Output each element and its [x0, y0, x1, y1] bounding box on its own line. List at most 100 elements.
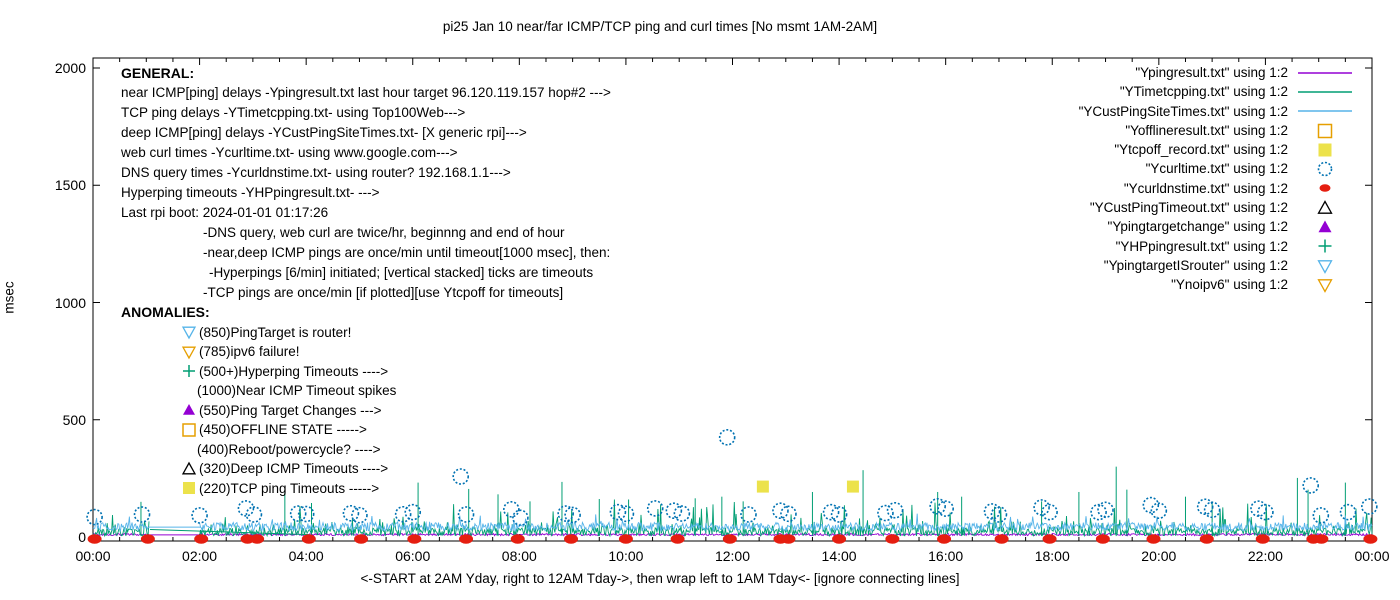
marker-open-circle: [1339, 503, 1357, 521]
anomaly-text: (450)OFFLINE STATE ----->: [199, 422, 367, 437]
marker-filled-circle: [194, 534, 209, 544]
legend-label: "YHPpingresult.txt" using 1:2: [1115, 238, 1288, 254]
open-circle-icon: [1317, 161, 1333, 177]
x-tick-label: 16:00: [928, 548, 964, 564]
legend-item: "YHPpingresult.txt" using 1:2: [1079, 237, 1354, 256]
general-line: TCP ping delays -YTimetcpping.txt- using…: [121, 105, 466, 120]
general-line: -DNS query, web curl are twice/hr, begin…: [203, 225, 565, 240]
filled-square-icon: [183, 482, 195, 495]
marker-open-circle: [877, 504, 894, 522]
legend-label: "Ypingtargetchange" using 1:2: [1107, 219, 1288, 235]
legend-item: "YTimetcpping.txt" using 1:2: [1079, 82, 1354, 101]
marker-open-circle: [1312, 507, 1330, 524]
anomaly-text: (220)TCP ping Timeouts ----->: [199, 480, 380, 496]
marker-filled-circle: [1314, 534, 1329, 544]
open-triangle-down-icon: [1317, 279, 1333, 293]
marker-open-circle: [1203, 501, 1221, 519]
marker-open-triangle-down: [181, 326, 197, 340]
gap-connector-line: [150, 528, 309, 536]
marker-open-circle: [990, 506, 1008, 523]
marker-filled-square: [846, 480, 859, 493]
marker-open-circle: [457, 506, 475, 523]
anomalies-annotation: ANOMALIES: (850)PingTarget is router! (78…: [121, 303, 396, 498]
general-line: deep ICMP[ping] delays -YCustPingSiteTim…: [121, 125, 527, 140]
legend-label: "YTimetcpping.txt" using 1:2: [1119, 84, 1288, 100]
marker-open-circle: [86, 508, 103, 526]
legend-label: "Ynoipv6" using 1:2: [1171, 277, 1288, 293]
marker-open-circle: [297, 505, 315, 523]
legend: "Ypingresult.txt" using 1:2 "YTimetcpping…: [1079, 63, 1354, 295]
anomaly-item: (785)ipv6 failure!: [181, 342, 396, 362]
marker-open-triangle-down: [1317, 259, 1333, 274]
marker-filled-circle: [510, 534, 525, 544]
marker-filled-triangle-up: [183, 404, 195, 416]
line-icon: [1298, 91, 1352, 93]
series-line-YTimetcpping.txt: [199, 499, 1373, 538]
x-tick-label: 12:00: [714, 548, 751, 564]
marker-filled-circle: [407, 534, 422, 544]
marker-filled-circle: [722, 534, 737, 544]
series-line-Ypingresult.txt: [199, 532, 1373, 537]
anomaly-text: (785)ipv6 failure!: [199, 344, 300, 359]
anomaly-text: (1000)Near ICMP Timeout spikes: [197, 383, 397, 398]
legend-label: "Yofflineresult.txt" using 1:2: [1125, 122, 1288, 138]
marker-open-circle: [245, 506, 263, 523]
marker-filled-circle: [1363, 534, 1378, 544]
marker-open-circle: [929, 497, 946, 515]
anomaly-item: (1000)Near ICMP Timeout spikes: [181, 381, 396, 401]
x-tick-label: 02:00: [182, 548, 218, 564]
marker-open-circle: [342, 505, 360, 522]
y-tick-label: 1000: [54, 294, 86, 311]
legend-item: "YpingtargetISrouter" using 1:2: [1079, 256, 1354, 275]
marker-open-circle: [718, 429, 736, 446]
legend-item: "YCustPingTimeout.txt" using 1:2: [1079, 198, 1354, 217]
y-tick-label: 500: [62, 411, 86, 428]
anomaly-item: (850)PingTarget is router!: [181, 323, 396, 343]
plus-icon: [183, 365, 195, 378]
open-triangle-up-icon: [1317, 199, 1333, 214]
marker-filled-square: [756, 480, 769, 493]
general-line: -near,deep ICMP pings are once/min until…: [203, 245, 611, 260]
line-icon: [1298, 71, 1352, 74]
marker-open-circle: [830, 506, 848, 523]
marker-open-circle: [617, 505, 635, 523]
open-triangle-down-icon: [181, 326, 197, 340]
marker-open-square: [182, 423, 196, 437]
legend-item: "Ypingresult.txt" using 1:2: [1079, 63, 1354, 82]
series-line-YCustPingSiteTimes.txt: [199, 513, 1373, 533]
anomaly-item: (320)Deep ICMP Timeouts ---->: [181, 459, 396, 479]
marker-open-circle: [1257, 503, 1274, 521]
marker-open-circle: [564, 506, 581, 524]
legend-label: "YpingtargetISrouter" using 1:2: [1103, 257, 1288, 273]
x-tick-label: 08:00: [501, 548, 537, 564]
legend-item: "Ynoipv6" using 1:2: [1079, 275, 1354, 294]
marker-open-circle: [780, 505, 797, 523]
x-tick-label: 04:00: [288, 548, 324, 564]
filled-square-icon: [1318, 143, 1332, 157]
x-tick-label: 10:00: [608, 548, 644, 564]
legend-label: "YCustPingSiteTimes.txt" using 1:2: [1078, 103, 1288, 119]
anomaly-item: (450)OFFLINE STATE ----->: [181, 420, 396, 440]
marker-open-circle: [512, 509, 529, 527]
marker-open-circle: [404, 503, 422, 521]
general-line: DNS query times -Ycurldnstime.txt- using…: [121, 165, 511, 180]
marker-open-circle: [394, 505, 412, 523]
marker-open-circle: [503, 501, 520, 518]
marker-open-circle: [822, 503, 840, 521]
y-axis-label: msec: [1, 281, 17, 314]
marker-open-circle: [1317, 161, 1333, 177]
x-tick-label: 00:00: [75, 548, 111, 564]
marker-open-circle: [1302, 477, 1320, 494]
series-line-YTimetcpping.txt: [92, 514, 150, 538]
marker-open-circle: [646, 500, 664, 517]
marker-filled-circle: [1255, 534, 1270, 544]
anomalies-heading: ANOMALIES:: [121, 304, 210, 320]
marker-open-square: [1317, 123, 1333, 138]
marker-filled-circle: [618, 534, 633, 544]
legend-item: "Ytcpoff_record.txt" using 1:2: [1079, 140, 1354, 159]
marker-filled-circle: [1146, 534, 1161, 544]
marker-filled-circle: [87, 534, 102, 544]
legend-item: "Ypingtargetchange" using 1:2: [1079, 217, 1354, 236]
